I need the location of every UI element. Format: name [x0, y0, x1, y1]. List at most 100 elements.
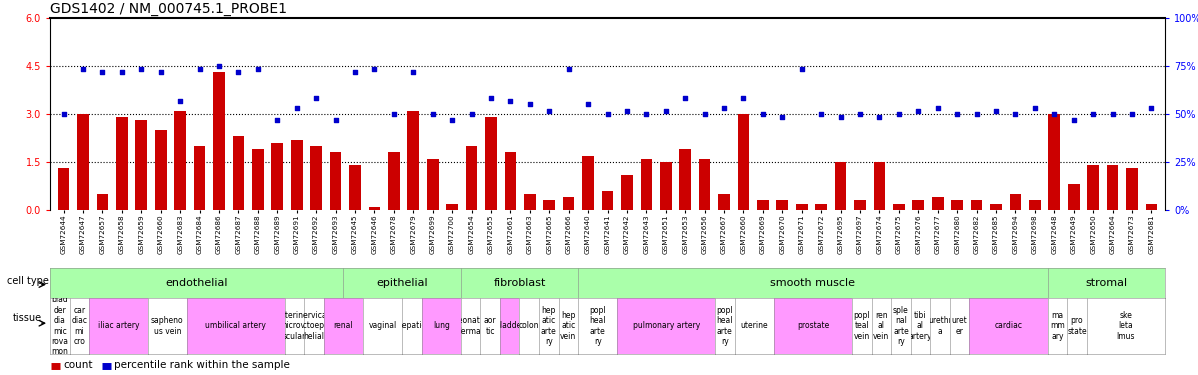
Point: [889, 111, 908, 117]
Point: [326, 117, 345, 123]
Text: endothelial: endothelial: [165, 278, 228, 288]
Point: [151, 69, 170, 75]
Bar: [213, 72, 225, 210]
Text: count: count: [63, 360, 93, 370]
Text: fibroblast: fibroblast: [494, 278, 545, 288]
Point: [307, 95, 326, 101]
Bar: [601, 191, 613, 210]
Point: [637, 111, 657, 117]
Point: [1045, 111, 1064, 117]
Point: [909, 108, 928, 114]
Bar: [854, 200, 866, 210]
Point: [773, 114, 792, 120]
Bar: [1126, 168, 1138, 210]
Bar: [563, 197, 575, 210]
Point: [559, 66, 579, 72]
Point: [520, 101, 539, 107]
Bar: [155, 130, 167, 210]
Point: [579, 101, 598, 107]
Text: iliac artery: iliac artery: [98, 321, 139, 330]
Bar: [369, 207, 380, 210]
Text: vaginal: vaginal: [369, 321, 397, 330]
Text: hep
atic
vein: hep atic vein: [561, 311, 576, 341]
Bar: [951, 200, 963, 210]
Point: [754, 111, 773, 117]
Point: [1142, 105, 1161, 111]
Bar: [1088, 165, 1099, 210]
Point: [948, 111, 967, 117]
Bar: [816, 204, 827, 210]
Point: [385, 111, 404, 117]
Point: [617, 108, 636, 114]
Point: [695, 111, 714, 117]
Point: [365, 66, 385, 72]
Bar: [795, 204, 807, 210]
Text: popl
heal
arte
ry: popl heal arte ry: [716, 306, 733, 346]
Bar: [932, 197, 944, 210]
Text: cervical
ectoepit
helial: cervical ectoepit helial: [298, 311, 329, 341]
Point: [1083, 111, 1102, 117]
Bar: [1048, 114, 1060, 210]
Point: [345, 69, 364, 75]
Bar: [1107, 165, 1119, 210]
Bar: [913, 200, 924, 210]
Text: neonatal
dermal: neonatal dermal: [454, 316, 488, 336]
Bar: [1029, 200, 1041, 210]
Point: [1025, 105, 1045, 111]
Bar: [641, 159, 652, 210]
Bar: [719, 194, 730, 210]
Text: prostate: prostate: [797, 321, 829, 330]
Point: [501, 98, 520, 104]
Point: [462, 111, 482, 117]
Point: [870, 114, 889, 120]
Text: tissue: tissue: [13, 313, 42, 322]
Point: [288, 105, 307, 111]
Text: popl
heal
arte
ry: popl heal arte ry: [589, 306, 606, 346]
Text: ma
mm
ary: ma mm ary: [1049, 311, 1065, 341]
Bar: [116, 117, 128, 210]
Bar: [252, 149, 264, 210]
Bar: [970, 200, 982, 210]
Bar: [349, 165, 361, 210]
Bar: [776, 200, 788, 210]
Text: ren
al
vein: ren al vein: [873, 311, 889, 341]
Bar: [621, 175, 633, 210]
Bar: [738, 114, 749, 210]
Text: pro
state: pro state: [1067, 316, 1087, 336]
Bar: [272, 143, 283, 210]
Text: uterine
microva
scular: uterine microva scular: [279, 311, 310, 341]
Point: [657, 108, 676, 114]
Text: stromal: stromal: [1085, 278, 1127, 288]
Bar: [757, 200, 769, 210]
Text: uret
er: uret er: [951, 316, 968, 336]
Bar: [135, 120, 147, 210]
Point: [248, 66, 267, 72]
Text: smooth muscle: smooth muscle: [770, 278, 855, 288]
Bar: [175, 111, 186, 210]
Text: uterine: uterine: [740, 321, 768, 330]
Text: bladder: bladder: [495, 321, 525, 330]
Text: popl
teal
vein: popl teal vein: [853, 311, 870, 341]
Point: [1103, 111, 1123, 117]
Point: [967, 111, 986, 117]
Text: tibi
al
artery: tibi al artery: [909, 311, 932, 341]
Point: [676, 95, 695, 101]
Bar: [679, 149, 691, 210]
Point: [93, 69, 113, 75]
Text: epithelial: epithelial: [376, 278, 428, 288]
Bar: [504, 152, 516, 210]
Text: umbilical artery: umbilical artery: [205, 321, 266, 330]
Text: sple
nal
arte
ry: sple nal arte ry: [893, 306, 909, 346]
Point: [132, 66, 151, 72]
Text: renal: renal: [333, 321, 353, 330]
Point: [190, 66, 210, 72]
Point: [170, 98, 189, 104]
Point: [210, 63, 229, 69]
Point: [423, 111, 442, 117]
Text: cell type: cell type: [6, 276, 48, 286]
Text: car
diac
mi
cro: car diac mi cro: [72, 306, 87, 346]
Point: [113, 69, 132, 75]
Bar: [524, 194, 536, 210]
Text: colon: colon: [519, 321, 539, 330]
Text: GDS1402 / NM_000745.1_PROBE1: GDS1402 / NM_000745.1_PROBE1: [50, 2, 288, 16]
